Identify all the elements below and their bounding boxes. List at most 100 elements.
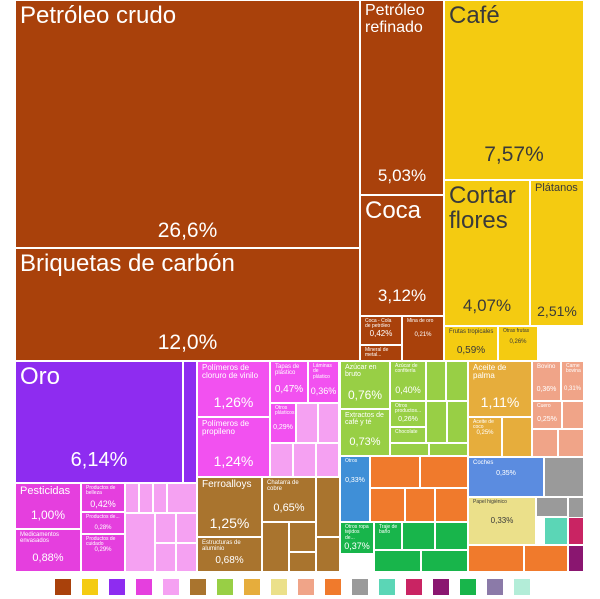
treemap-cell-label: Chocolate bbox=[395, 429, 418, 435]
treemap-minor-cell bbox=[536, 497, 568, 517]
treemap-cell-label: Otros ropa tejidos de... bbox=[345, 524, 369, 541]
treemap-minor-cell bbox=[447, 401, 468, 443]
treemap-cell-value: 0,73% bbox=[349, 436, 381, 448]
treemap-cell-label: Coca bbox=[365, 197, 422, 224]
treemap-cell-value: 6,14% bbox=[70, 449, 128, 471]
treemap-minor-cell bbox=[374, 550, 421, 572]
treemap-cell-value: 1,11% bbox=[480, 394, 520, 410]
treemap-cell-azucar-de-confiteria: Azúcar de confitería 0,40% bbox=[390, 361, 426, 401]
treemap-cell-label: Estructuras de aluminio bbox=[202, 540, 241, 553]
treemap-cell-label: Petróleo crudo bbox=[20, 2, 177, 29]
treemap-cell-label: Traje de baño bbox=[379, 524, 398, 536]
treemap-cell-value: 0,59% bbox=[456, 345, 486, 356]
treemap-minor-cell bbox=[176, 513, 197, 543]
treemap-minor-cell bbox=[562, 401, 584, 429]
treemap-minor-cell bbox=[426, 401, 447, 443]
treemap-cell-label: Polímeros de cloruro de vinilo bbox=[202, 363, 259, 381]
treemap-minor-cell bbox=[183, 361, 197, 483]
treemap-cell-ropa-de-punto: Traje de baño bbox=[374, 522, 402, 550]
treemap-cell-value: 0,88% bbox=[32, 552, 64, 564]
treemap-cell-label: Azúcar de confitería bbox=[395, 363, 418, 375]
treemap-cell-aceite-de-palma: Aceite de palma 1,11% bbox=[468, 361, 532, 417]
legend-swatch bbox=[351, 578, 369, 596]
treemap-cell-value: 0,36% bbox=[310, 386, 337, 396]
treemap-minor-cell bbox=[446, 361, 468, 401]
treemap-minor-cell bbox=[426, 361, 446, 401]
legend-swatch bbox=[216, 578, 234, 596]
treemap-minor-cell bbox=[435, 522, 468, 550]
treemap-cell-value: 0,42% bbox=[369, 329, 393, 338]
treemap-minor-cell bbox=[155, 543, 176, 572]
treemap-minor-cell bbox=[293, 443, 316, 477]
treemap-cell-chocolate: Chocolate bbox=[390, 427, 426, 443]
treemap-cell-label: Azúcar en bruto bbox=[345, 364, 377, 379]
treemap-cell-label: Mina de oro bbox=[407, 318, 434, 324]
treemap-cell-label: Papel higiénico bbox=[473, 499, 507, 505]
treemap-cell-briquetas-de-carbon: Briquetas de carbón 12,0% bbox=[15, 248, 360, 361]
treemap-cell-value: 1,00% bbox=[30, 508, 66, 522]
treemap-cell-medicamentos-envasados: Medicamentos envasados 0,88% bbox=[15, 529, 81, 572]
legend-swatch bbox=[81, 578, 99, 596]
treemap-cell-value: 1,24% bbox=[213, 453, 254, 469]
treemap-minor-cell bbox=[544, 457, 584, 497]
treemap-minor-cell bbox=[125, 483, 139, 513]
legend-swatch bbox=[324, 578, 342, 596]
treemap-cell-value: 0,76% bbox=[347, 388, 383, 402]
treemap-cell-value: 0,40% bbox=[395, 385, 421, 395]
legend-swatch bbox=[162, 578, 180, 596]
treemap-cell-carne-bovina: Carne bovina 0,31% bbox=[561, 361, 584, 401]
treemap-cell-value: 0,26% bbox=[509, 339, 527, 345]
treemap-cell-value: 0,37% bbox=[344, 541, 370, 551]
treemap-cell-azucar-en-bruto: Azúcar en bruto 0,76% bbox=[340, 361, 390, 409]
treemap-cell-label: Aceite de coco bbox=[473, 419, 494, 431]
treemap-cell-tapas-de-plastico: Tapas de plástico 0,47% bbox=[270, 361, 308, 403]
treemap-cell-estructuras-aluminio: Estructuras de aluminio 0,68% bbox=[197, 537, 262, 572]
treemap-cell-value: 0,31% bbox=[563, 386, 581, 392]
treemap-cell-label: Pesticidas bbox=[20, 485, 71, 497]
treemap-cell-label: Productos de belleza bbox=[86, 485, 116, 497]
treemap-cell-chatarra-de-cobre: Chatarra de cobre 0,65% bbox=[262, 477, 316, 522]
treemap-minor-cell bbox=[405, 488, 435, 522]
treemap-minor-cell bbox=[167, 483, 197, 513]
treemap-minor-cell bbox=[316, 477, 340, 537]
treemap-cell-polimeros-cloruro-vinilo: Polímeros de cloruro de vinilo 1,26% bbox=[197, 361, 270, 417]
treemap-cell-label: Productos de cuidado bbox=[86, 536, 116, 548]
treemap-cell-value: 0,33% bbox=[345, 477, 365, 484]
treemap-minor-cell bbox=[420, 456, 468, 488]
treemap-minor-cell bbox=[318, 403, 339, 443]
treemap-cell-label: Ferroalloys bbox=[202, 479, 252, 490]
treemap-minor-cell bbox=[125, 513, 155, 572]
treemap-minor-cell bbox=[296, 403, 318, 443]
treemap-cell-label: Plátanos bbox=[535, 182, 578, 194]
treemap-cell-cafe: Café 7,57% bbox=[444, 0, 584, 180]
legend-swatch bbox=[405, 578, 423, 596]
treemap-cell-mineral-de-metal: Mineral de metal... bbox=[360, 345, 402, 361]
legend-swatch bbox=[297, 578, 315, 596]
legend-swatch bbox=[135, 578, 153, 596]
treemap-cell-label: Briquetas de carbón bbox=[20, 250, 235, 277]
treemap-cell-label: Aceite de palma bbox=[473, 363, 507, 381]
treemap-cell-otras-frutas: Otras frutas 0,26% bbox=[498, 326, 538, 361]
treemap-minor-cell bbox=[176, 543, 197, 572]
treemap-cell-frutas-tropicales: Frutas tropicales 0,59% bbox=[444, 326, 498, 361]
treemap-cell-value: 0,26% bbox=[398, 416, 418, 423]
treemap-cell-bovino: Bovino 0,36% bbox=[532, 361, 561, 401]
treemap-cell-label: Mineral de metal... bbox=[365, 347, 389, 359]
treemap-minor-cell bbox=[532, 429, 558, 457]
treemap-cell-extractos-de-cafe-y-te: Extractos de café y té 0,73% bbox=[340, 409, 390, 456]
treemap-minor-cell bbox=[289, 552, 316, 572]
treemap-cell-value: 12,0% bbox=[157, 331, 218, 354]
treemap-cell-value: 5,03% bbox=[377, 166, 427, 185]
treemap-minor-cell bbox=[370, 488, 405, 522]
treemap-cell-aceite-de-coco: Aceite de coco 0,25% bbox=[468, 417, 502, 457]
treemap-cell-value: 2,51% bbox=[537, 303, 577, 319]
treemap-cell-label: Productos de... bbox=[86, 514, 120, 520]
treemap-cell-otros-maquinaria: Otros 0,33% bbox=[340, 456, 370, 522]
treemap-cell-value: 0,29% bbox=[94, 547, 112, 553]
treemap-minor-cell bbox=[502, 417, 532, 457]
treemap-cell-oro: Oro 6,14% bbox=[15, 361, 183, 483]
legend-swatch bbox=[486, 578, 504, 596]
legend-swatch bbox=[189, 578, 207, 596]
treemap-cell-petroleo-refinado: Petróleo refinado 5,03% bbox=[360, 0, 444, 195]
treemap-minor-cell bbox=[568, 517, 584, 545]
